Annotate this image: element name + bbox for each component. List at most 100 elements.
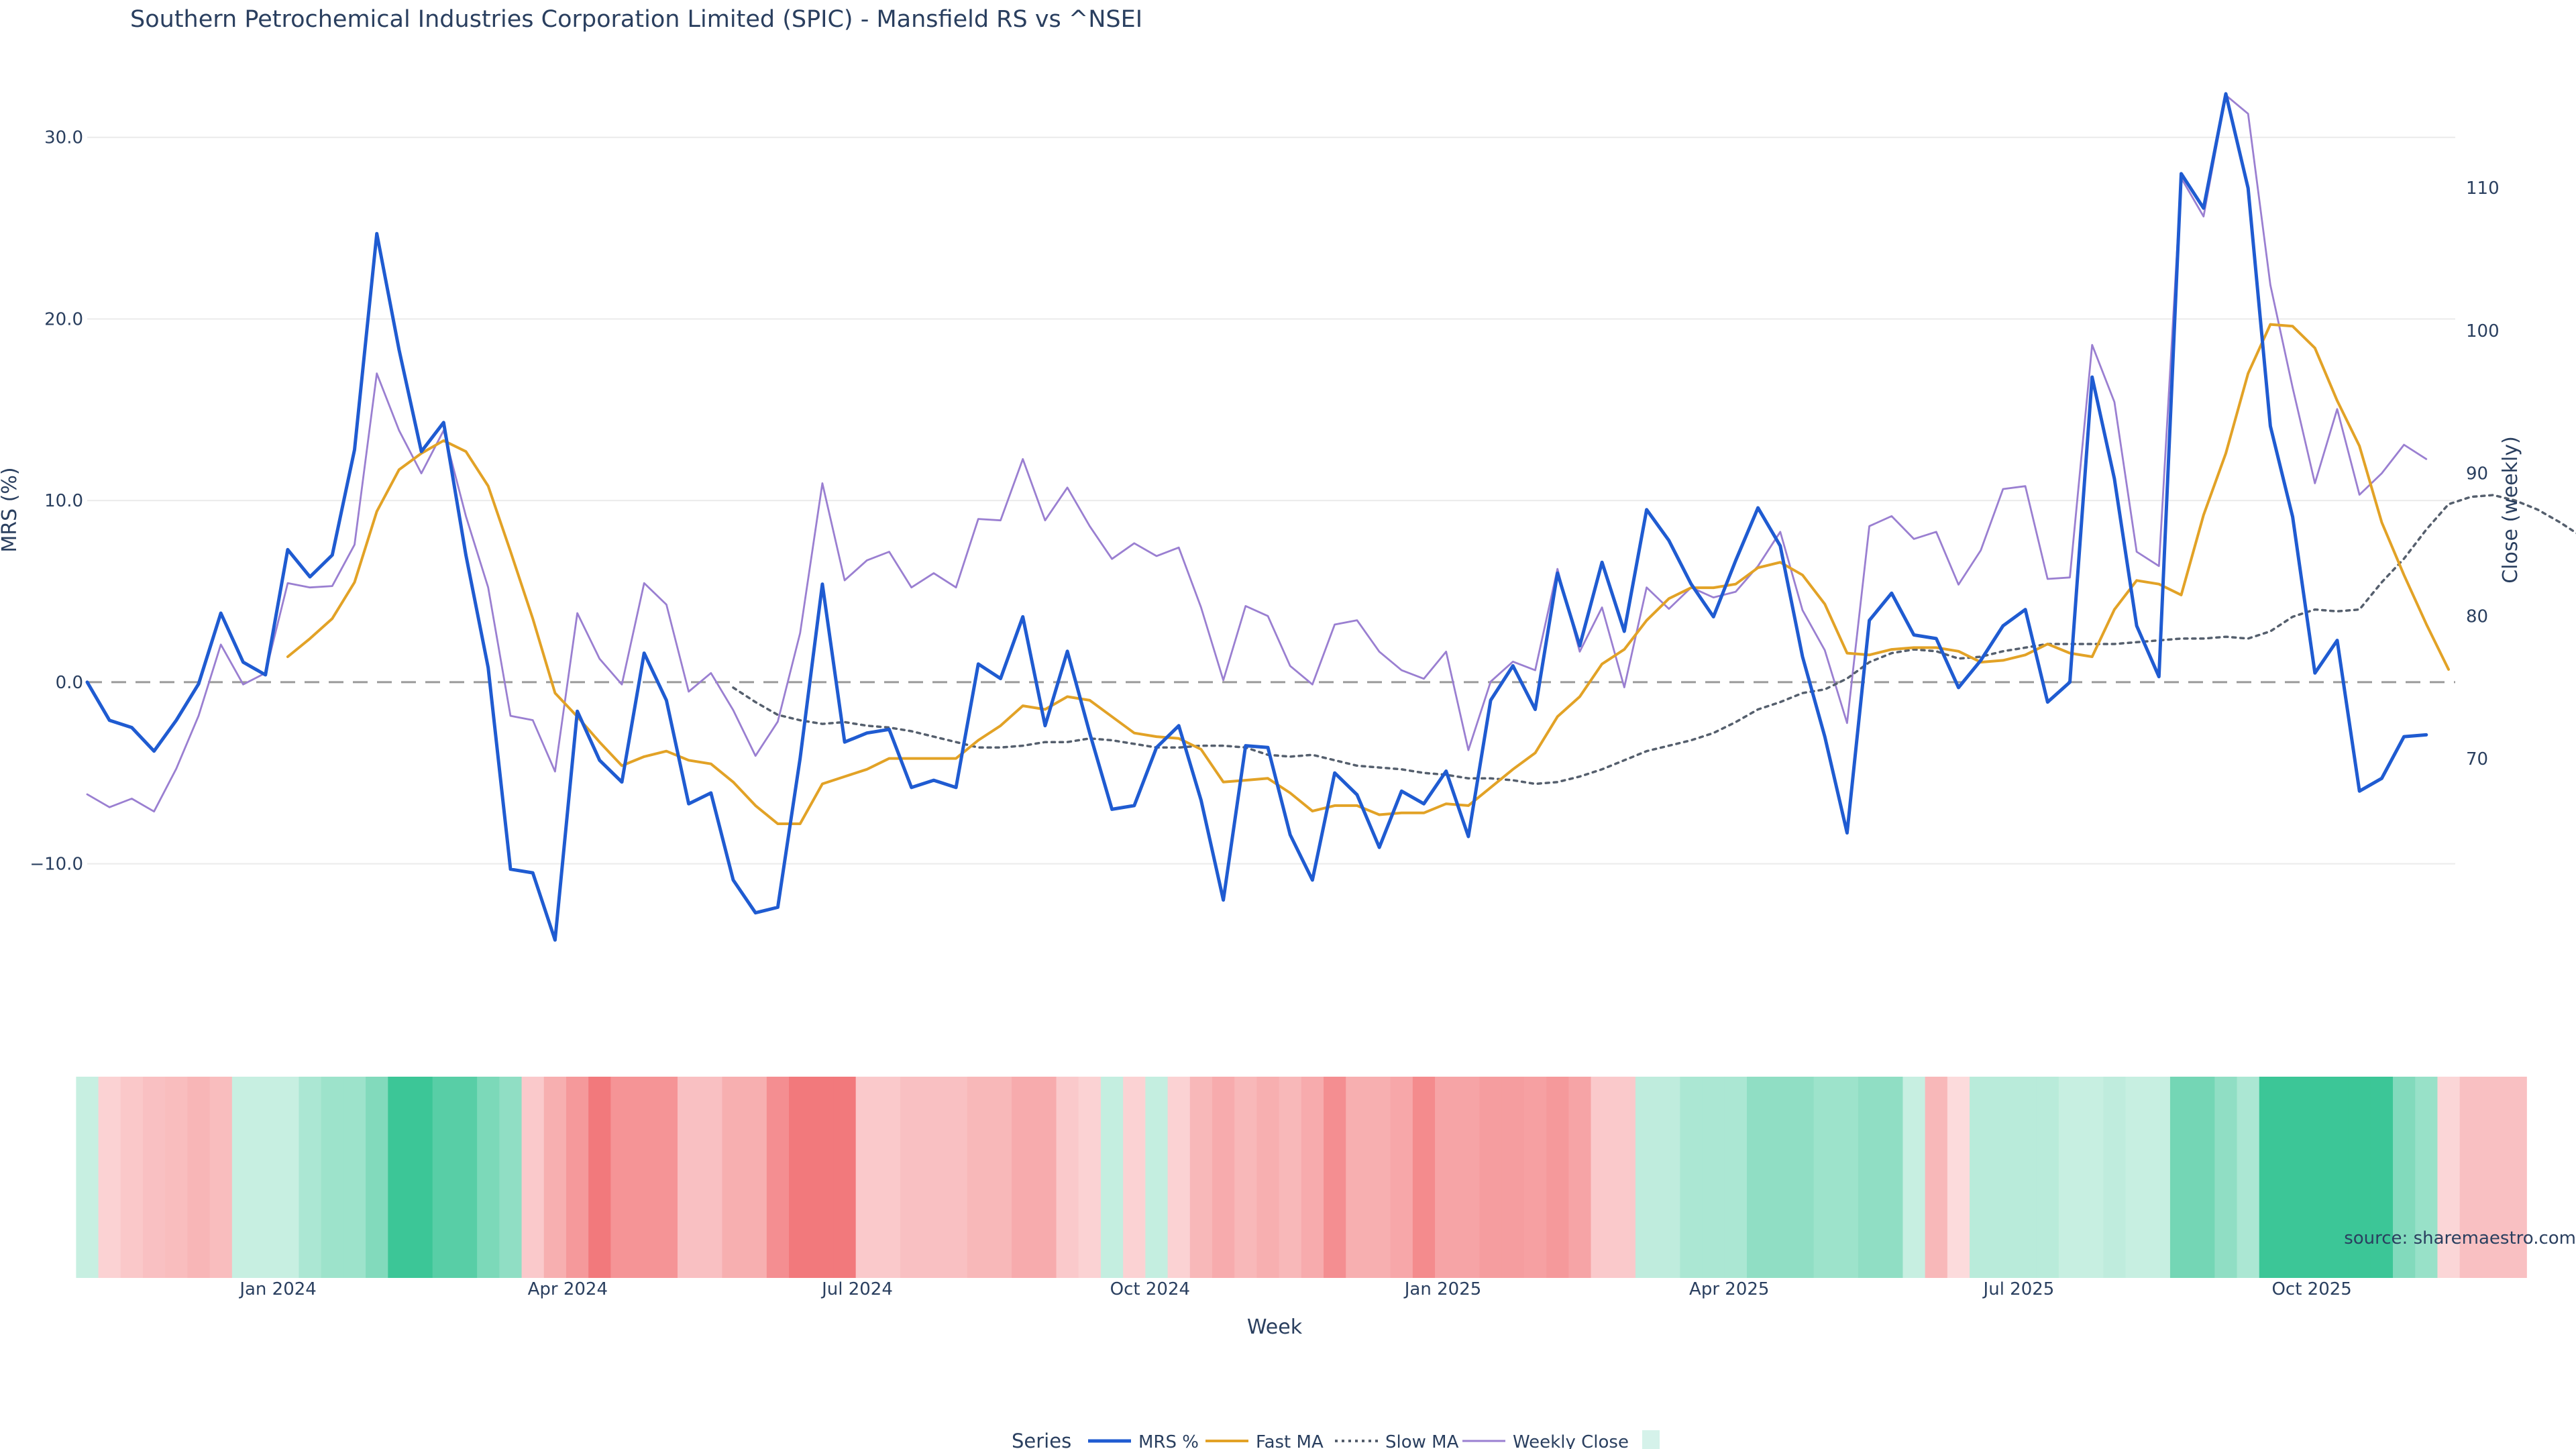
band-cell [299, 1077, 322, 1278]
band-cell [833, 1077, 857, 1278]
band-cell [231, 1077, 255, 1278]
band-cell [2415, 1077, 2438, 1278]
band-cell [1412, 1077, 1436, 1278]
band-cell [2370, 1077, 2394, 1278]
band-cell [945, 1077, 968, 1278]
band-cell [2214, 1077, 2238, 1278]
band-cell [209, 1077, 233, 1278]
band-cell [1189, 1077, 1213, 1278]
band-cell [1769, 1077, 1792, 1278]
y2-tick-label: 100 [2466, 321, 2500, 341]
band-cell [1591, 1077, 1614, 1278]
band-cell [2393, 1077, 2416, 1278]
band-cell [2304, 1077, 2326, 1278]
legend-title: Series [1012, 1430, 1071, 1449]
band-cell [2125, 1077, 2149, 1278]
band-cell [2014, 1077, 2037, 1278]
plot-lines [85, 92, 2576, 942]
band-cell [1970, 1077, 1992, 1278]
legend: Series MRS % Fast MA Slow MA Weekly Clos… [1012, 1430, 1660, 1449]
band-cell [1613, 1077, 1636, 1278]
x-tick-label: Jul 2024 [820, 1279, 893, 1299]
band-cell [477, 1077, 500, 1278]
band-cell [2348, 1077, 2371, 1278]
y2-tick-label: 80 [2466, 606, 2488, 627]
x-axis-title: Week [1247, 1316, 1303, 1339]
x-tick-label: Jan 2024 [238, 1279, 317, 1299]
band-cell [610, 1077, 634, 1278]
y-tick-label: 0.0 [56, 673, 83, 693]
band-cell [254, 1077, 277, 1278]
band-cell [499, 1077, 523, 1278]
band-cell [2259, 1077, 2282, 1278]
weekly-close-line [86, 94, 2428, 813]
band-cell [2326, 1077, 2349, 1278]
band-cell [877, 1077, 901, 1278]
band-cell [744, 1077, 767, 1278]
x-tick-label: Oct 2024 [1110, 1279, 1190, 1299]
band-cell [165, 1077, 189, 1278]
band-cell [454, 1077, 478, 1278]
band-cell [1746, 1077, 1770, 1278]
band-cell [2147, 1077, 2171, 1278]
band-cell [120, 1077, 144, 1278]
band-cell [1479, 1077, 1503, 1278]
x-tick-label: Jul 2025 [1982, 1279, 2055, 1299]
band-cell [1256, 1077, 1280, 1278]
band-cell [1324, 1077, 1346, 1278]
band-cell [410, 1077, 433, 1278]
band-cell [432, 1077, 455, 1278]
y-tick-label: 10.0 [44, 491, 83, 511]
y2-tick-label: 70 [2466, 749, 2488, 769]
band-cell [2281, 1077, 2304, 1278]
band-cell [343, 1077, 366, 1278]
band-cell [2169, 1077, 2193, 1278]
band-cell [1301, 1077, 1324, 1278]
band-cell [366, 1077, 388, 1278]
x-tick-label: Apr 2025 [1689, 1279, 1769, 1299]
band-cell [1658, 1077, 1680, 1278]
band-cell [1858, 1077, 1881, 1278]
band-cell [1902, 1077, 1926, 1278]
band-cell [722, 1077, 745, 1278]
legend-label-slow-ma: Slow MA [1385, 1432, 1459, 1449]
band-cell [2103, 1077, 2127, 1278]
band-cell [1234, 1077, 1258, 1278]
legend-label-weekly-close: Weekly Close [1513, 1432, 1629, 1449]
band-cell [521, 1077, 545, 1278]
mrs-line [85, 92, 2428, 942]
band-cell [76, 1077, 99, 1278]
band-cell [922, 1077, 946, 1278]
x-tick-label: Apr 2024 [528, 1279, 608, 1299]
band-cell [1813, 1077, 1837, 1278]
band-cell [1457, 1077, 1481, 1278]
band-cell [766, 1077, 790, 1278]
y-tick-label: −10.0 [30, 855, 83, 875]
y-tick-label: 30.0 [44, 128, 83, 148]
band-cell [276, 1077, 300, 1278]
band-cell [1546, 1077, 1569, 1278]
band-cell [1925, 1077, 1948, 1278]
band-cell [2036, 1077, 2059, 1278]
slow-ma-line [732, 494, 2576, 786]
band-cell [1368, 1077, 1391, 1278]
regime-band [76, 1077, 2527, 1278]
band-cell [2192, 1077, 2215, 1278]
axes: 30.0 20.0 10.0 0.0 −10.0 110 100 90 80 70 Jan 2024… [30, 128, 2499, 1299]
band-cell [1635, 1077, 1658, 1278]
band-cell [1435, 1077, 1458, 1278]
band-cell [789, 1077, 812, 1278]
band-cell [900, 1077, 923, 1278]
band-cell [989, 1077, 1012, 1278]
band-cell [321, 1077, 344, 1278]
band-cell [1100, 1077, 1124, 1278]
band-cell [1390, 1077, 1413, 1278]
band-cell [1346, 1077, 1369, 1278]
band-cell [566, 1077, 589, 1278]
legend-label-mrs: MRS % [1138, 1432, 1199, 1449]
band-cell [1078, 1077, 1102, 1278]
band-cell [1279, 1077, 1302, 1278]
band-cell [588, 1077, 611, 1278]
band-cell [1568, 1077, 1592, 1278]
